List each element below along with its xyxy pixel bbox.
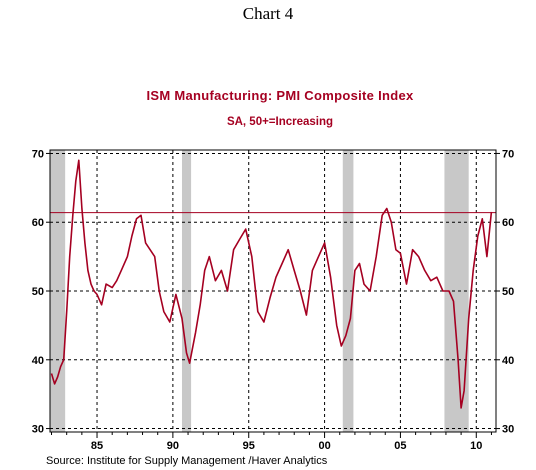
- page-title: Chart 4: [242, 4, 294, 23]
- recession-band-2: [342, 150, 354, 432]
- y-tick-label-left: 40: [32, 355, 44, 367]
- y-tick-label-right: 30: [502, 424, 514, 436]
- source-note: Source: Institute for Supply Management …: [46, 455, 328, 467]
- chart-subtitle: SA, 50+=Increasing: [226, 116, 334, 128]
- recession-band-1: [181, 150, 192, 432]
- y-tick-label-right: 60: [502, 217, 514, 229]
- x-tick-label: 95: [243, 440, 255, 452]
- x-tick-label: 05: [394, 440, 406, 452]
- x-tick-label: 85: [91, 440, 103, 452]
- x-tick-label: 10: [470, 440, 482, 452]
- chart-title: ISM Manufacturing: PMI Composite Index: [146, 88, 414, 103]
- y-tick-label-left: 60: [32, 217, 44, 229]
- gridlines: [50, 150, 496, 432]
- y-tick-label-right: 50: [502, 286, 514, 298]
- y-tick-label-left: 70: [32, 148, 44, 160]
- x-tick-label: 00: [318, 440, 330, 452]
- y-tick-label-right: 70: [502, 148, 514, 160]
- series-line-0: [50, 159, 493, 409]
- y-tick-label-left: 30: [32, 424, 44, 436]
- series-layer: [50, 159, 493, 409]
- x-tick-label: 90: [167, 440, 179, 452]
- y-tick-label-left: 50: [32, 286, 44, 298]
- y-tick-label-right: 40: [502, 355, 514, 367]
- axes: 30 30 40 40 50 50 60 60 70 70 85 90 95 00 05 10: [32, 148, 515, 452]
